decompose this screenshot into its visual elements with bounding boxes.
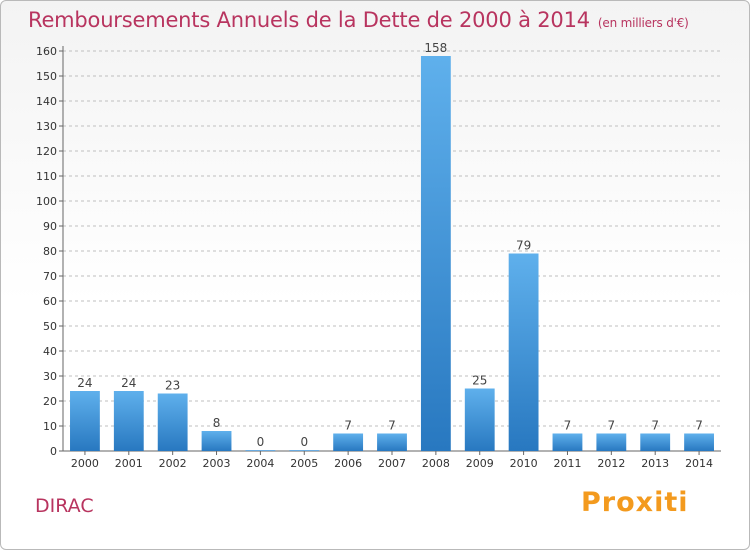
chart-subtitle: (en milliers d'€) — [597, 16, 689, 30]
bar-2014 — [684, 433, 714, 451]
bar-2011 — [552, 433, 583, 451]
bar-2002 — [157, 393, 188, 451]
data-label: 158 — [424, 41, 447, 55]
x-tick-label: 2011 — [553, 457, 581, 470]
bar-2006 — [333, 433, 364, 451]
data-label: 25 — [472, 374, 487, 388]
y-tick-label: 130 — [36, 120, 57, 133]
place-name: DIRAC — [35, 495, 94, 517]
data-label: 7 — [695, 419, 703, 433]
bar-2007 — [377, 433, 407, 451]
bar-2004 — [245, 450, 276, 451]
bar-2012 — [596, 433, 627, 451]
data-label: 24 — [121, 376, 136, 390]
y-tick-label: 150 — [36, 70, 57, 83]
x-tick-label: 2010 — [510, 457, 538, 470]
y-tick-label: 60 — [43, 295, 57, 308]
data-label: 7 — [564, 419, 572, 433]
bar-2008 — [420, 56, 451, 451]
x-tick-label: 2014 — [685, 457, 713, 470]
x-tick-label: 2013 — [641, 457, 669, 470]
bar-2009 — [464, 388, 495, 451]
x-tick-label: 2005 — [290, 457, 318, 470]
y-tick-label: 100 — [36, 195, 57, 208]
bar-2003 — [201, 431, 232, 451]
data-label: 79 — [516, 239, 531, 253]
y-tick-label: 50 — [43, 320, 57, 333]
y-tick-label: 20 — [43, 395, 57, 408]
x-tick-label: 2009 — [466, 457, 494, 470]
y-tick-label: 110 — [36, 170, 57, 183]
x-tick-label: 2002 — [159, 457, 187, 470]
grid-lines — [63, 50, 721, 427]
y-tick-label: 80 — [43, 245, 57, 258]
y-tick-label: 40 — [43, 345, 57, 358]
y-tick-label: 120 — [36, 145, 57, 158]
x-tick-label: 2012 — [597, 457, 625, 470]
data-label: 7 — [388, 419, 396, 433]
x-tick-label: 2004 — [246, 457, 274, 470]
chart-title-text: Remboursements Annuels de la Dette de 20… — [28, 8, 590, 32]
bar-2013 — [640, 433, 671, 451]
data-label: 7 — [608, 419, 616, 433]
y-tick-label: 70 — [43, 270, 57, 283]
chart-title: Remboursements Annuels de la Dette de 20… — [28, 8, 689, 32]
data-label: 8 — [213, 416, 221, 430]
y-tick-label: 0 — [50, 445, 57, 458]
data-label: 24 — [77, 376, 92, 390]
bar-2010 — [508, 253, 539, 451]
y-tick-label: 90 — [43, 220, 57, 233]
bar-2000 — [70, 391, 100, 451]
y-tick-label: 140 — [36, 95, 57, 108]
y-tick-label: 160 — [36, 45, 57, 58]
y-tick-label: 10 — [43, 420, 57, 433]
bar-2005 — [289, 450, 320, 451]
data-label: 7 — [651, 419, 659, 433]
x-tick-label: 2001 — [115, 457, 143, 470]
data-label: 7 — [344, 419, 352, 433]
x-tick-label: 2008 — [422, 457, 450, 470]
x-tick-label: 2006 — [334, 457, 362, 470]
data-label: 23 — [165, 379, 180, 393]
x-tick-label: 2007 — [378, 457, 406, 470]
y-tick-label: 30 — [43, 370, 57, 383]
data-label: 0 — [300, 435, 308, 449]
bar-2001 — [113, 391, 144, 451]
x-tick-label: 2000 — [71, 457, 99, 470]
data-label: 0 — [257, 435, 265, 449]
bars — [70, 56, 714, 451]
x-tick-label: 2003 — [203, 457, 231, 470]
labels: 2000 24 2001 24 2002 23 2003 8 2004 0 2005 0 2006 7 20… — [71, 41, 713, 470]
proxiti-logo[interactable]: Proxiti — [581, 487, 689, 518]
